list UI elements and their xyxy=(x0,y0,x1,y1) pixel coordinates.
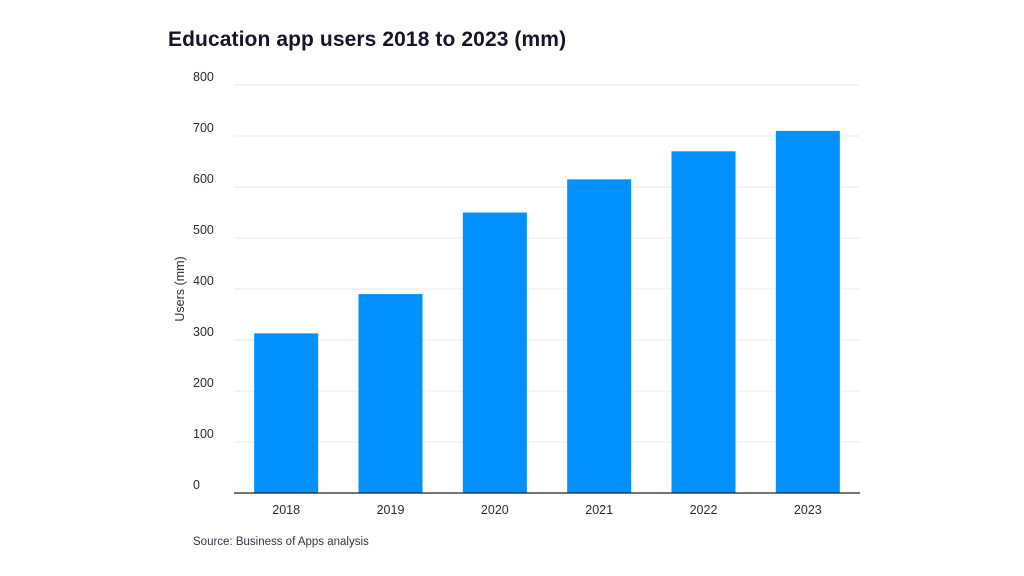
bar-2019 xyxy=(358,294,423,493)
x-tick-label: 2023 xyxy=(794,503,822,517)
y-tick-label: 200 xyxy=(193,376,214,390)
bar-2021 xyxy=(567,179,632,493)
bars xyxy=(254,130,840,494)
y-axis-ticks: 0 100 200 300 400 500 600 700 800 xyxy=(193,70,214,492)
source-note: Source: Business of Apps analysis xyxy=(193,536,369,548)
y-tick-label: 0 xyxy=(193,478,200,492)
chart-title: Education app users 2018 to 2023 (mm) xyxy=(168,28,567,51)
y-tick-label: 800 xyxy=(193,70,214,84)
x-axis-ticks: 2018 2019 2020 2021 2022 2023 xyxy=(272,503,822,517)
x-tick-label: 2020 xyxy=(481,503,509,517)
gridlines xyxy=(234,84,860,443)
bar-2022 xyxy=(671,151,736,494)
y-axis-title: Users (mm) xyxy=(173,256,187,321)
x-tick-label: 2018 xyxy=(272,503,300,517)
bar-2023 xyxy=(775,130,840,493)
y-tick-label: 400 xyxy=(193,274,214,288)
y-tick-label: 300 xyxy=(193,325,214,339)
x-tick-label: 2022 xyxy=(690,503,718,517)
y-tick-label: 600 xyxy=(193,172,214,186)
x-tick-label: 2019 xyxy=(377,503,405,517)
bar-2018 xyxy=(254,333,319,493)
x-tick-label: 2021 xyxy=(585,503,613,517)
bar-2020 xyxy=(462,212,527,493)
y-tick-label: 700 xyxy=(193,121,214,135)
y-tick-label: 500 xyxy=(193,223,214,237)
y-tick-label: 100 xyxy=(193,427,214,441)
